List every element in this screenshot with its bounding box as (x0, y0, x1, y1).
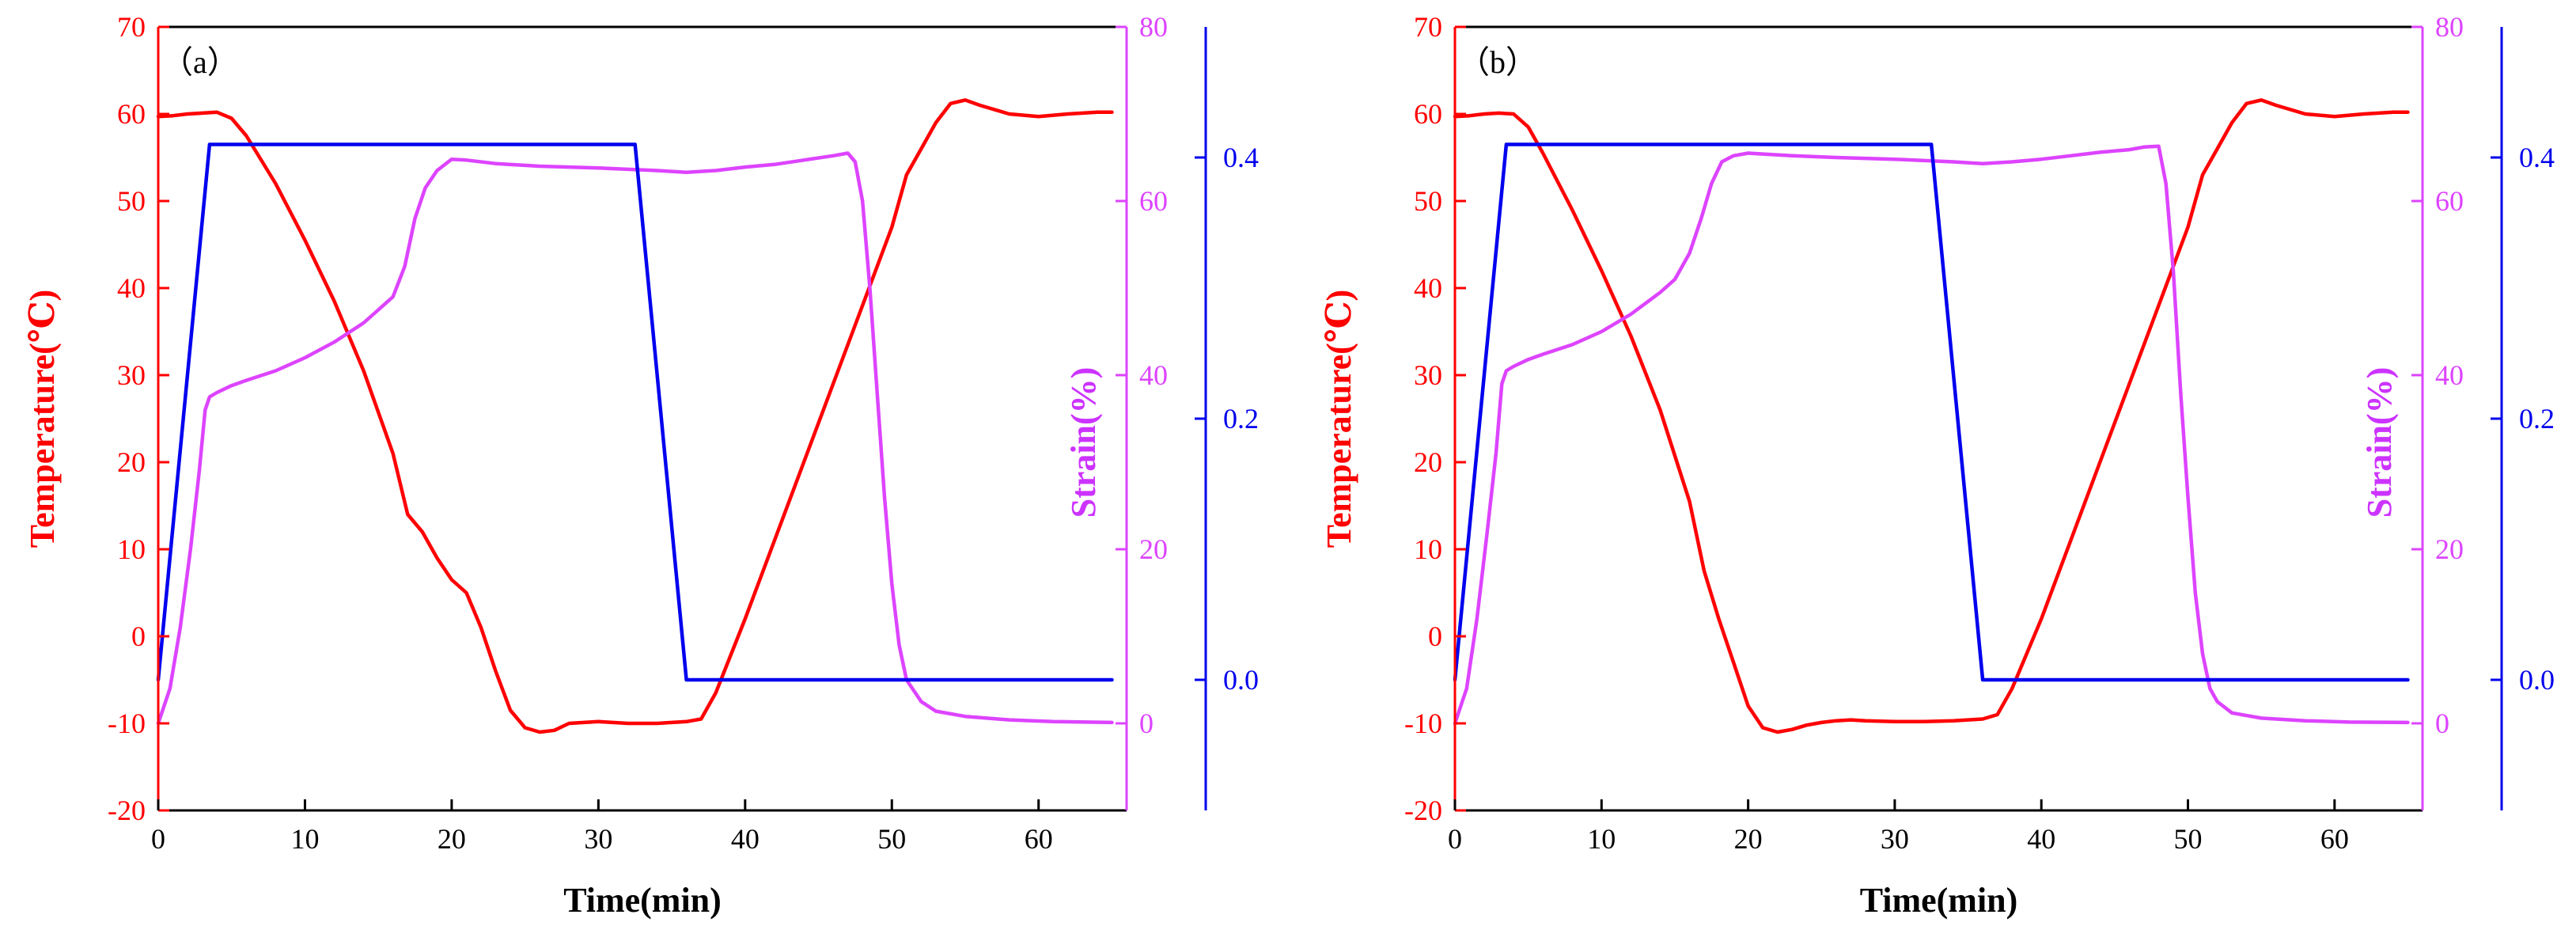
temperature-tick-label: 0 (1428, 620, 1442, 652)
temperature-tick-label: 40 (117, 272, 146, 304)
time-tick-label: 10 (290, 823, 319, 855)
time-tick-label: 60 (1025, 823, 1053, 855)
load-tick-label: 0.0 (2519, 664, 2555, 696)
strain-axis-title: Strain(%) (1064, 367, 1103, 518)
series-line-strain (1453, 144, 2410, 726)
temperature-tick-label: -20 (1404, 795, 1442, 826)
panel-label: （b） (1458, 44, 1537, 80)
strain-tick-label: 80 (2435, 11, 2464, 43)
series-line-load (156, 142, 1114, 682)
strain-tick-label: 0 (2435, 708, 2449, 739)
temperature-tick-label: 30 (1414, 359, 1442, 391)
load-tick-label: 0.2 (1223, 403, 1259, 434)
strain-tick-label: 20 (2435, 533, 2464, 565)
temperature-tick-label: 10 (1414, 533, 1442, 565)
time-axis-title: Time(min) (563, 881, 722, 920)
temperature-tick-label: 10 (117, 533, 146, 565)
temperature-tick-label: 40 (1414, 272, 1442, 304)
temperature-axis-title: Temperature(℃) (23, 290, 62, 548)
temperature-tick-label: 30 (117, 359, 146, 391)
strain-tick-label: 20 (1139, 533, 1168, 565)
time-tick-label: 30 (584, 823, 612, 855)
time-tick-label: 40 (2027, 823, 2055, 855)
time-tick-label: 20 (438, 823, 466, 855)
strain-tick-label: 80 (1139, 11, 1168, 43)
load-tick-label: 0.4 (1223, 142, 1259, 173)
time-tick-label: 50 (877, 823, 906, 855)
chart-panel-b: -20 -10 0 10 20 30 40 50 60 70 0 10 20 30 40 50 60 0 20 40 6… (1320, 11, 2555, 920)
temperature-tick-label: 50 (117, 185, 146, 217)
chart-panel-a: -20 -10 0 10 20 30 40 50 60 70 0 10 20 30 40 50 60 0 20 40 6… (23, 11, 1259, 920)
temperature-tick-label: -10 (108, 708, 146, 739)
strain-tick-label: 40 (2435, 359, 2464, 391)
load-tick-label: 0.2 (2519, 403, 2555, 434)
temperature-tick-label: 60 (117, 98, 146, 130)
temperature-tick-label: -20 (108, 795, 146, 826)
strain-tick-label: 60 (2435, 185, 2464, 217)
time-tick-label: 50 (2174, 823, 2203, 855)
time-tick-label: 30 (1881, 823, 1909, 855)
strain-tick-label: 40 (1139, 359, 1168, 391)
temperature-tick-label: 50 (1414, 185, 1442, 217)
strain-axis-title: Strain(%) (2360, 367, 2399, 518)
time-tick-label: 10 (1587, 823, 1616, 855)
temperature-tick-label: 60 (1414, 98, 1442, 130)
time-tick-label: 0 (151, 823, 165, 855)
load-tick-label: 0.4 (2519, 142, 2555, 173)
series-line-strain (156, 151, 1114, 726)
temperature-tick-label: 0 (131, 620, 146, 652)
time-tick-label: 0 (1448, 823, 1462, 855)
temperature-tick-label: 70 (1414, 11, 1442, 43)
temperature-tick-label: -10 (1404, 708, 1442, 739)
series-line-temperature (156, 98, 1114, 734)
load-tick-label: 0.0 (1223, 664, 1259, 696)
panel-label: （a） (161, 44, 239, 80)
temperature-tick-label: 20 (117, 446, 146, 478)
time-tick-label: 20 (1734, 823, 1763, 855)
temperature-tick-label: 20 (1414, 446, 1442, 478)
strain-tick-label: 60 (1139, 185, 1168, 217)
time-tick-label: 40 (731, 823, 760, 855)
temperature-tick-label: 70 (117, 11, 146, 43)
series-line-load (1453, 142, 2410, 682)
series-line-temperature (1453, 98, 2410, 734)
time-tick-label: 60 (2320, 823, 2349, 855)
strain-tick-label: 0 (1139, 708, 1154, 739)
time-axis-title: Time(min) (1860, 881, 2018, 920)
temperature-axis-title: Temperature(℃) (1320, 290, 1358, 548)
